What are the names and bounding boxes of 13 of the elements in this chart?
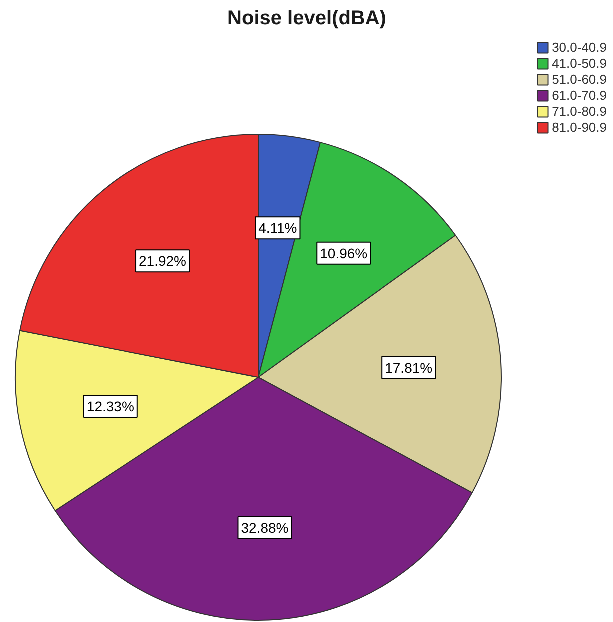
data-label: 21.92% (139, 253, 187, 270)
legend-label: 41.0-50.9 (552, 56, 607, 71)
data-label: 10.96% (320, 245, 368, 262)
legend-label: 71.0-80.9 (552, 104, 607, 119)
data-label: 32.88% (241, 520, 289, 536)
legend-label: 51.0-60.9 (552, 72, 607, 87)
data-label: 17.81% (385, 360, 433, 376)
legend-label: 61.0-70.9 (552, 88, 607, 103)
legend-label: 30.0-40.9 (552, 40, 607, 55)
data-label: 4.11% (258, 220, 298, 236)
data-label: 12.33% (86, 398, 134, 414)
legend-label: 81.0-90.9 (552, 120, 607, 135)
chart-title: Noise level(dBA) (228, 8, 386, 30)
